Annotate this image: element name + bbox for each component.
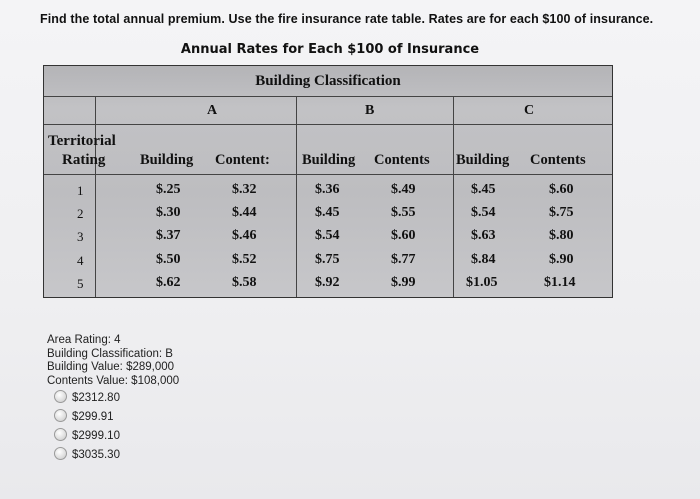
rate-cell: $.45 — [471, 182, 496, 197]
rate-cell: $.63 — [471, 228, 496, 243]
table-caption: Annual Rates for Each $100 of Insurance — [0, 42, 700, 57]
rate-cell: $.32 — [232, 182, 257, 197]
rate-cell: $.75 — [315, 252, 340, 267]
class-letter-row: A B C — [44, 97, 612, 125]
answer-option-2[interactable]: $299.91 — [54, 409, 114, 423]
rating-cell: 2 — [77, 206, 84, 221]
a-contents-header: Content: — [215, 152, 270, 168]
class-c-label: C — [524, 103, 535, 118]
divider — [453, 97, 454, 297]
option-label: $2999.10 — [72, 430, 120, 442]
building-value: Building Value: $289,000 — [47, 361, 175, 373]
area-rating: Area Rating: 4 — [47, 334, 121, 346]
c-building-header: Building — [456, 152, 510, 168]
c-contents-header: Contents — [530, 152, 586, 168]
rate-cell: $.50 — [156, 252, 181, 267]
problem-details: Area Rating: 4 Building Classification: … — [47, 334, 179, 388]
classification-header: Building Classification — [44, 66, 612, 97]
rate-cell: $.60 — [391, 228, 416, 243]
rate-cell: $.54 — [471, 205, 496, 220]
rate-cell: $.37 — [156, 228, 181, 243]
building-classification: Building Classification: B — [47, 347, 173, 360]
class-a-label: A — [207, 103, 218, 118]
option-label: $299.91 — [72, 411, 114, 423]
divider — [296, 97, 297, 297]
rate-cell: $.60 — [549, 182, 574, 197]
option-label: $3035.30 — [72, 449, 120, 461]
rate-cell: $.36 — [315, 182, 340, 197]
rate-cell: $.77 — [391, 252, 416, 267]
rate-cell: $.84 — [471, 252, 496, 267]
rate-cell: $.25 — [156, 182, 181, 197]
rate-cell: $.80 — [549, 228, 574, 243]
rate-cell: $.30 — [156, 205, 181, 220]
option-label: $2312.80 — [72, 392, 120, 404]
b-building-header: Building — [302, 152, 356, 168]
rate-cell: $.44 — [232, 205, 257, 220]
rating-cell: 1 — [77, 183, 84, 198]
table-caption-text: Annual Rates for Each $100 of Insurance — [180, 42, 480, 57]
rate-table: Building Classification A B C Territoria… — [43, 65, 613, 298]
rating-cell: 4 — [77, 253, 84, 268]
rate-cell: $.45 — [315, 205, 340, 220]
rate-cell: $.49 — [391, 182, 416, 197]
rate-cell: $.75 — [549, 205, 574, 220]
answer-option-1[interactable]: $2312.80 — [54, 390, 120, 404]
rate-cell: $.54 — [315, 228, 340, 243]
rate-cell: $.52 — [232, 252, 257, 267]
radio-button[interactable] — [54, 428, 67, 441]
class-b-label: B — [365, 103, 375, 118]
answer-option-4[interactable]: $3035.30 — [54, 447, 120, 461]
territorial-header: Territorial Rating — [48, 132, 116, 170]
rate-cell: $1.05 — [466, 275, 498, 290]
rate-cell: $.58 — [232, 275, 257, 290]
radio-button[interactable] — [54, 447, 67, 460]
radio-button[interactable] — [54, 409, 67, 422]
rate-cell: $.55 — [391, 205, 416, 220]
rate-cell: $.46 — [232, 228, 257, 243]
b-contents-header: Contents — [374, 152, 430, 168]
divider — [95, 97, 96, 297]
contents-value: Contents Value: $108,000 — [47, 374, 180, 387]
rate-cell: $.92 — [315, 275, 340, 290]
territorial-header-line2: Rating — [62, 152, 106, 168]
territorial-header-line1: Territorial — [48, 133, 116, 149]
question-text: Find the total annual premium. Use the f… — [40, 12, 654, 26]
rate-cell: $1.14 — [544, 275, 576, 290]
rating-cell: 5 — [77, 276, 84, 291]
rate-cell: $.99 — [391, 275, 416, 290]
radio-button[interactable] — [54, 390, 67, 403]
a-building-header: Building — [140, 152, 194, 168]
rate-cell: $.90 — [549, 252, 574, 267]
rating-cell: 3 — [77, 229, 84, 244]
header-divider — [44, 174, 612, 175]
answer-option-3[interactable]: $2999.10 — [54, 428, 120, 442]
rate-cell: $.62 — [156, 275, 181, 290]
